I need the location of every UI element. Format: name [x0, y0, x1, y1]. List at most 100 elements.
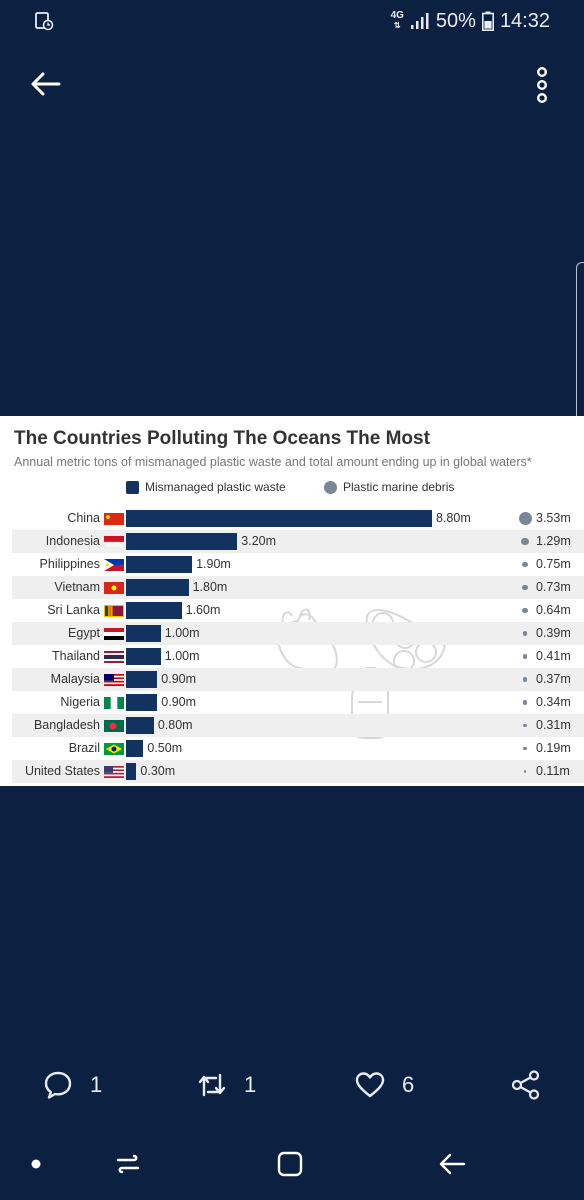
debris-value-label: 0.34m	[536, 695, 571, 709]
waste-value-label: 0.90m	[161, 672, 197, 686]
country-flag-icon	[104, 651, 124, 663]
debris-dot	[523, 746, 527, 750]
retweet-icon	[198, 1073, 226, 1097]
home-icon[interactable]	[274, 1148, 306, 1180]
dot-indicator-icon	[31, 1159, 41, 1169]
more-vertical-icon[interactable]	[528, 66, 556, 106]
debris-dot	[522, 607, 528, 614]
chart-row: Malaysia 0.90m 0.37m	[12, 668, 584, 691]
chart-title: The Countries Polluting The Oceans The M…	[14, 428, 430, 449]
screenshot-notification-icon	[35, 12, 54, 31]
legend-swatch-debris	[324, 480, 337, 494]
retweet-count: 1	[244, 1072, 257, 1097]
waste-bar	[126, 625, 161, 642]
country-flag-icon	[104, 628, 124, 640]
waste-value-label: 8.80m	[436, 511, 471, 525]
debris-value-label: 0.19m	[536, 741, 571, 755]
debris-dot	[522, 700, 527, 705]
battery-icon	[481, 11, 494, 31]
back-arrow-icon[interactable]	[28, 66, 64, 102]
system-back-icon[interactable]	[436, 1148, 468, 1180]
debris-dot	[522, 631, 528, 636]
retweet-button[interactable]: 1	[196, 1068, 256, 1102]
share-button[interactable]	[510, 1068, 542, 1102]
waste-bar	[126, 694, 158, 711]
debris-dot	[522, 584, 528, 591]
waste-value-label: 0.30m	[140, 764, 176, 778]
chart-row: Bangladesh 0.80m 0.31m	[12, 714, 584, 737]
country-flag-icon	[104, 720, 124, 732]
debris-dot	[523, 723, 527, 728]
battery-percent: 50%	[435, 9, 476, 32]
country-flag-icon	[104, 697, 124, 709]
tweet-image[interactable]: The Countries Polluting The Oceans The M…	[0, 416, 584, 786]
country-flag-icon	[104, 582, 124, 594]
waste-bar	[126, 556, 193, 573]
chart-legend: Mismanaged plastic waste Plastic marine …	[0, 480, 584, 498]
legend-swatch-waste	[126, 480, 139, 494]
status-indicators: 4G ⇅ 50% 14:32	[391, 8, 550, 34]
chart-rows: China 8.80m 3.53m Indonesia 3.20m 1.29m Philip…	[12, 507, 584, 783]
country-label: China	[67, 511, 100, 525]
chart-row: Indonesia 3.20m 1.29m	[12, 530, 584, 553]
debris-dot	[518, 512, 532, 525]
data-arrows-icon: ⇅	[393, 21, 401, 30]
country-flag-icon	[104, 513, 124, 525]
chart-row: Vietnam 1.80m 0.73m	[12, 576, 584, 599]
country-flag-icon	[104, 605, 124, 617]
waste-value-label: 0.90m	[161, 695, 197, 709]
country-flag-icon	[104, 536, 124, 548]
waste-bar	[126, 671, 158, 688]
heart-icon	[355, 1072, 385, 1098]
country-label: Brazil	[68, 741, 100, 755]
legend-item-debris: Plastic marine debris	[324, 480, 454, 494]
chart-row: Philippines 1.90m 0.75m	[12, 553, 584, 576]
waste-value-label: 1.00m	[164, 626, 200, 640]
debris-value-label: 3.53m	[536, 511, 571, 525]
waste-value-label: 0.50m	[147, 741, 183, 755]
country-flag-icon	[104, 766, 124, 778]
country-label: Nigeria	[60, 695, 100, 709]
waste-bar	[126, 740, 144, 757]
network-label: 4G	[390, 10, 404, 21]
debris-value-label: 0.39m	[536, 626, 571, 640]
clock: 14:32	[499, 9, 550, 32]
chart-row: Thailand 1.00m 0.41m	[12, 645, 584, 668]
network-type: 4G ⇅	[391, 11, 404, 31]
share-icon	[511, 1070, 540, 1100]
debris-dot	[522, 677, 528, 682]
reply-button[interactable]: 1	[42, 1068, 102, 1102]
recent-apps-icon[interactable]	[112, 1148, 144, 1180]
debris-value-label: 0.73m	[536, 580, 571, 594]
debris-dot	[522, 561, 528, 568]
chart-row: United States 0.30m 0.11m	[12, 760, 584, 783]
debris-value-label: 1.29m	[536, 534, 571, 548]
country-flag-icon	[104, 674, 124, 686]
waste-value-label: 1.60m	[185, 603, 221, 617]
debris-value-label: 0.31m	[536, 718, 571, 732]
chart-row: Sri Lanka 1.60m 0.64m	[12, 599, 584, 622]
waste-bar	[126, 648, 161, 665]
country-label: Sri Lanka	[47, 603, 100, 617]
debris-value-label: 0.37m	[536, 672, 571, 686]
debris-value-label: 0.11m	[536, 764, 570, 778]
waste-value-label: 1.90m	[196, 557, 231, 571]
legend-item-waste: Mismanaged plastic waste	[126, 480, 286, 494]
chart-row: Brazil 0.50m 0.19m	[12, 737, 584, 760]
debris-value-label: 0.64m	[536, 603, 571, 617]
country-label: Vietnam	[54, 580, 100, 594]
like-count: 6	[402, 1072, 415, 1097]
waste-bar	[126, 717, 154, 734]
debris-dot	[521, 537, 529, 546]
waste-bar	[126, 763, 137, 780]
waste-value-label: 3.20m	[241, 534, 277, 548]
tweet-actions: 1 1 6	[0, 1060, 584, 1110]
waste-value-label: 1.00m	[164, 649, 200, 663]
debris-value-label: 0.41m	[536, 649, 571, 663]
like-button[interactable]: 6	[354, 1068, 414, 1102]
signal-icon	[410, 13, 429, 29]
chart-row: Nigeria 0.90m 0.34m	[12, 691, 584, 714]
country-label: Egypt	[68, 626, 100, 640]
waste-bar	[126, 579, 189, 596]
waste-bar	[126, 510, 432, 527]
